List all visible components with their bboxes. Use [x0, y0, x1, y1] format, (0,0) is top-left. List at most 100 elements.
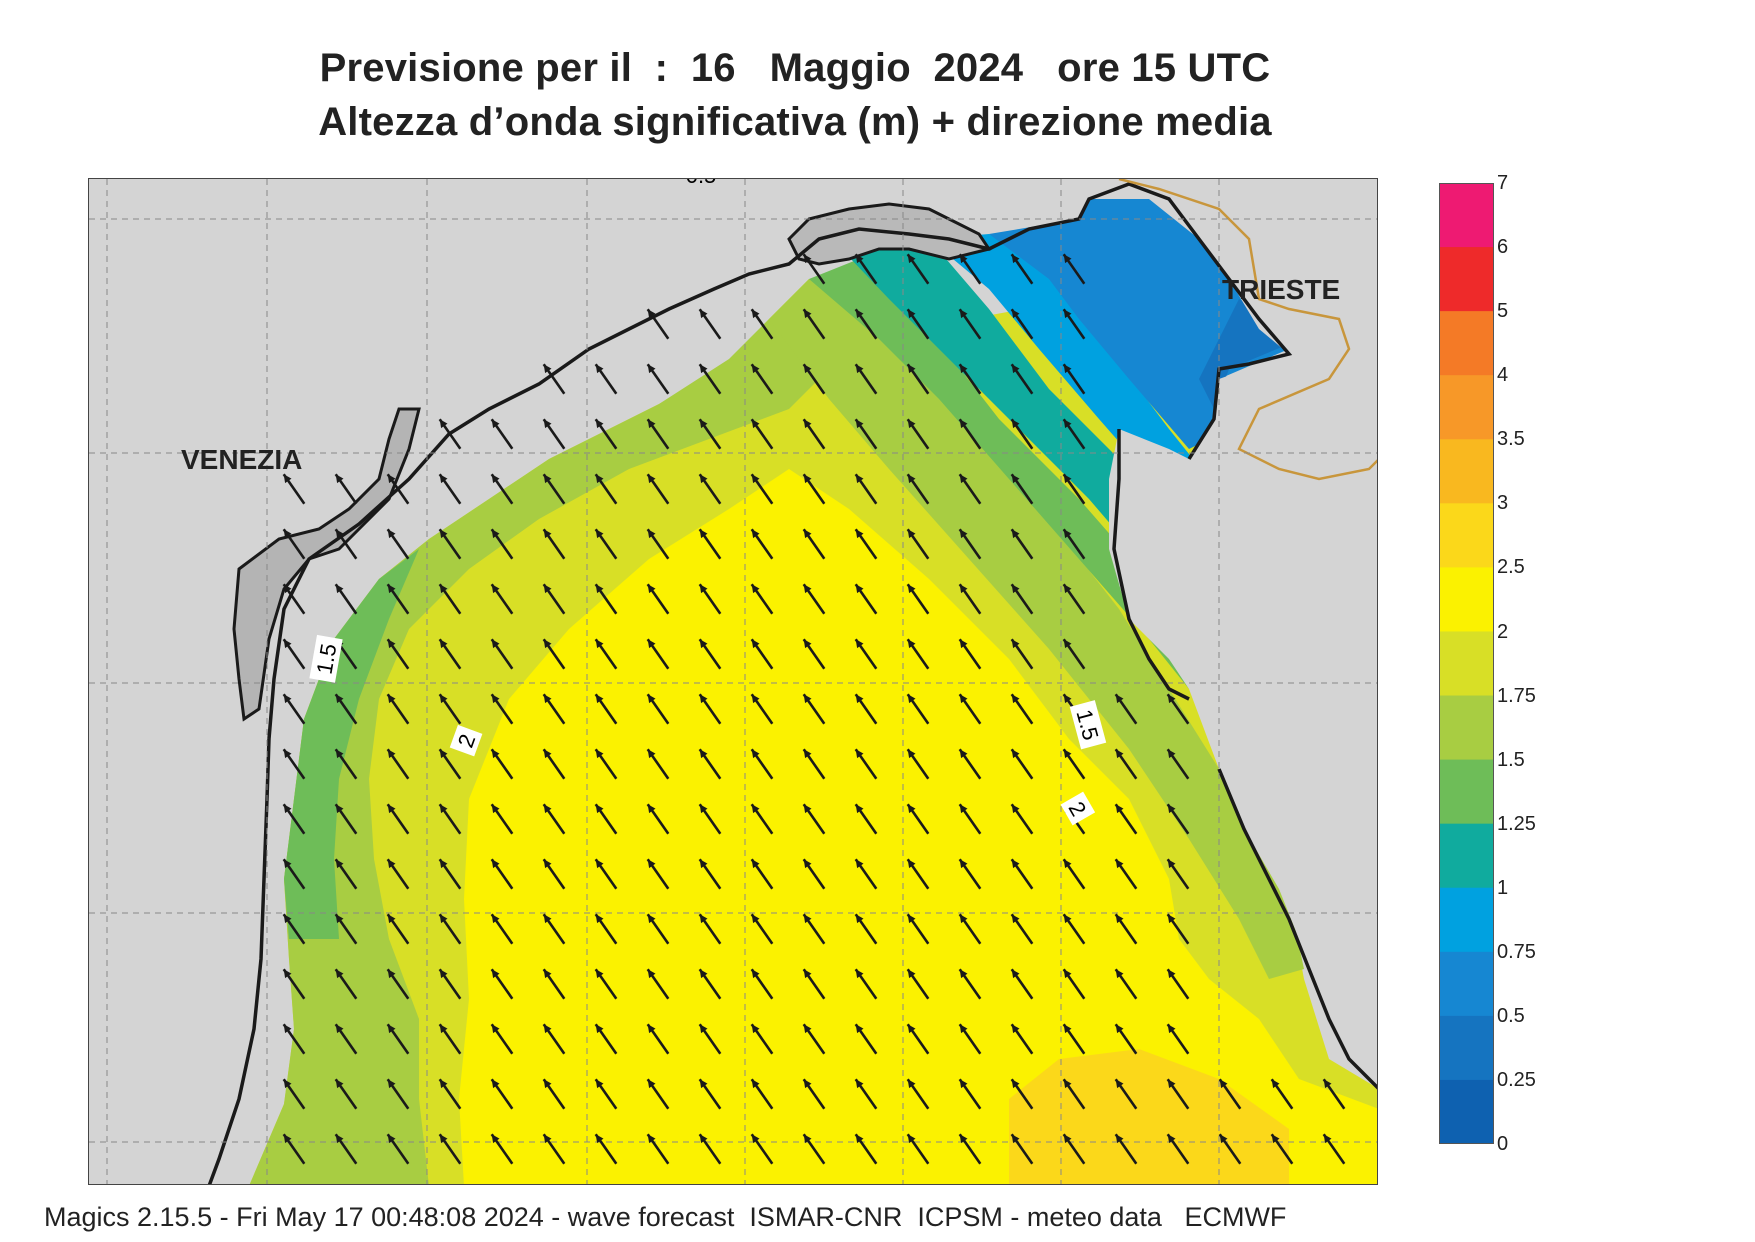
- arrow-head: [387, 1079, 396, 1089]
- arrow-head: [335, 914, 344, 924]
- arrow-head: [1011, 639, 1020, 649]
- arrow-head: [959, 749, 968, 759]
- place-label-trieste: TRIESTE: [1222, 274, 1341, 305]
- direction-arrow: [1322, 1133, 1346, 1165]
- arrow-head: [439, 694, 448, 704]
- arrow-head: [751, 639, 760, 649]
- arrow-head: [751, 1134, 760, 1144]
- direction-arrow: [594, 1023, 618, 1055]
- direction-arrow: [854, 638, 878, 670]
- coastline-west: [207, 738, 271, 1184]
- direction-arrow: [282, 748, 306, 780]
- direction-arrow: [906, 858, 930, 890]
- arrow-head: [751, 969, 760, 979]
- direction-arrow: [386, 748, 410, 780]
- arrow-head: [1063, 694, 1072, 704]
- arrow-head: [855, 419, 864, 429]
- direction-arrow: [490, 1078, 514, 1110]
- direction-arrow: [802, 913, 826, 945]
- arrow-head: [491, 914, 500, 924]
- direction-arrow: [646, 1078, 670, 1110]
- legend-swatch: [1439, 695, 1494, 761]
- direction-arrow: [802, 693, 826, 725]
- direction-arrow: [646, 363, 670, 395]
- arrow-head: [907, 254, 916, 264]
- direction-arrow: [802, 1133, 826, 1165]
- zone-1-5-west: [249, 319, 829, 1184]
- direction-arrow: [386, 1023, 410, 1055]
- arrow-head: [1011, 529, 1020, 539]
- arrow-head: [491, 749, 500, 759]
- arrow-head: [387, 969, 396, 979]
- legend-label: 3.5: [1497, 428, 1525, 451]
- arrow-head: [1011, 859, 1020, 869]
- direction-arrow: [1062, 968, 1086, 1000]
- direction-arrow: [1062, 473, 1086, 505]
- direction-arrow: [1010, 638, 1034, 670]
- arrow-head: [1115, 694, 1124, 704]
- direction-arrow: [646, 693, 670, 725]
- legend-label: 7: [1497, 172, 1509, 194]
- arrow-head: [751, 309, 760, 319]
- direction-arrow: [854, 528, 878, 560]
- legend-label: 4: [1497, 364, 1509, 387]
- direction-arrow: [334, 1133, 358, 1165]
- arrow-head: [491, 694, 500, 704]
- arrow-head: [283, 639, 292, 649]
- coastline-north: [267, 182, 1293, 740]
- direction-arrow: [386, 968, 410, 1000]
- direction-arrow: [646, 528, 670, 560]
- arrow-head: [855, 914, 864, 924]
- direction-arrow: [542, 638, 566, 670]
- arrow-head: [543, 694, 552, 704]
- arrow-head: [1167, 859, 1176, 869]
- direction-arrow: [334, 858, 358, 890]
- contour-label-0-5-top: 0.5: [686, 179, 717, 188]
- direction-arrow: [1114, 1023, 1138, 1055]
- direction-arrow: [958, 803, 982, 835]
- arrow-head: [1011, 749, 1020, 759]
- arrow-head: [699, 529, 708, 539]
- direction-arrow: [1062, 528, 1086, 560]
- arrow-head: [335, 859, 344, 869]
- legend-swatch: [1439, 375, 1494, 440]
- arrow-head: [491, 584, 500, 594]
- direction-arrow: [386, 1078, 410, 1110]
- arrow-head: [803, 859, 812, 869]
- arrow-head: [283, 859, 292, 869]
- legend-label: 0.25: [1497, 1068, 1536, 1091]
- direction-arrow: [646, 748, 670, 780]
- legend-swatch: [1439, 631, 1494, 697]
- direction-arrow: [1062, 1023, 1086, 1055]
- arrow-head: [1323, 1079, 1332, 1089]
- direction-arrow: [542, 528, 566, 560]
- arrow-head: [699, 859, 708, 869]
- direction-arrow: [906, 638, 930, 670]
- direction-arrow: [1270, 1078, 1294, 1110]
- arrow-head: [439, 529, 448, 539]
- legend-swatch: [1439, 439, 1494, 504]
- legend-swatch: [1439, 1015, 1494, 1081]
- direction-arrow: [854, 748, 878, 780]
- direction-arrow: [906, 913, 930, 945]
- arrow-head: [491, 859, 500, 869]
- arrow-head: [439, 1024, 448, 1034]
- arrow-head: [595, 1079, 604, 1089]
- arrow-head: [699, 584, 708, 594]
- arrow-head: [387, 529, 396, 539]
- arrow-head: [1219, 1134, 1228, 1144]
- direction-arrow: [594, 528, 618, 560]
- direction-arrow: [698, 583, 722, 615]
- direction-arrow: [1010, 583, 1034, 615]
- direction-arrow: [334, 748, 358, 780]
- direction-arrow: [854, 1133, 878, 1165]
- direction-arrow: [1114, 693, 1138, 725]
- direction-arrow: [438, 473, 462, 505]
- arrow-head: [959, 529, 968, 539]
- direction-arrow: [438, 1133, 462, 1165]
- arrow-head: [1011, 474, 1020, 484]
- arrow-head: [1063, 859, 1072, 869]
- arrow-head: [1115, 1024, 1124, 1034]
- arrow-head: [1167, 914, 1176, 924]
- arrow-head: [959, 639, 968, 649]
